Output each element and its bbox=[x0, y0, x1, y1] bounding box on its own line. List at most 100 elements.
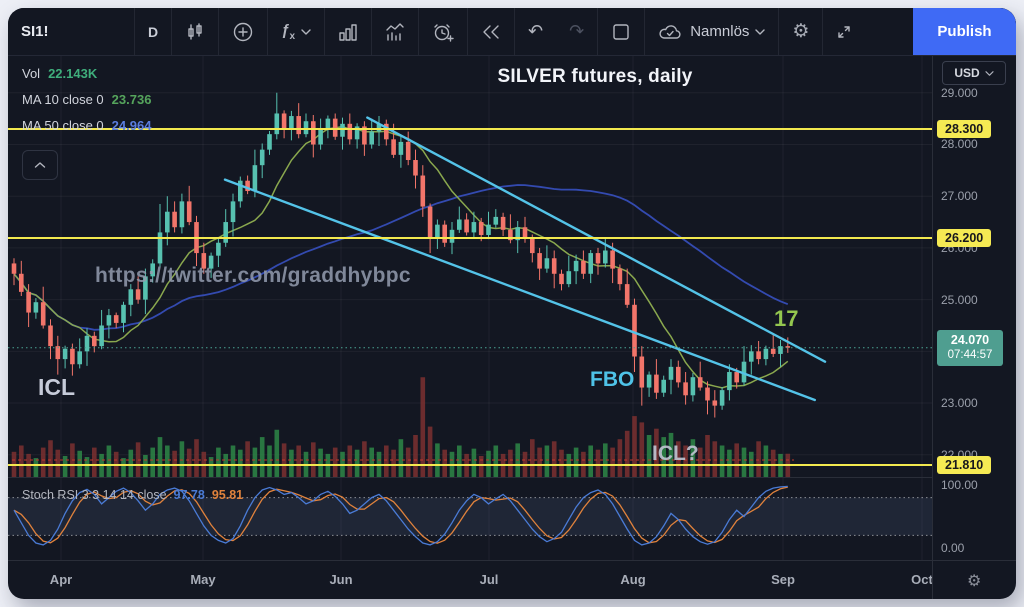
candle-body bbox=[442, 224, 447, 243]
volume-bar bbox=[734, 443, 739, 477]
month-label: Sep bbox=[771, 572, 795, 587]
undo-icon: ↶ bbox=[528, 21, 544, 41]
volume-bar bbox=[48, 440, 53, 477]
stoch-axis-label: 0.00 bbox=[941, 541, 965, 555]
chevron-down-icon bbox=[985, 70, 994, 76]
layout-button[interactable] bbox=[598, 8, 646, 55]
candle-body bbox=[588, 253, 593, 274]
ma10-legend-label: MA 10 close 0 bbox=[22, 92, 104, 107]
fullscreen-button[interactable] bbox=[823, 8, 865, 55]
candle-body bbox=[296, 116, 301, 135]
volume-bar bbox=[646, 435, 652, 477]
volume-bar bbox=[427, 426, 433, 477]
alarm-clock-plus-icon bbox=[434, 23, 454, 42]
volume-bar bbox=[289, 449, 294, 477]
price-axis-label: 25.000 bbox=[941, 292, 978, 307]
price-chart-canvas[interactable] bbox=[8, 54, 932, 560]
volume-legend[interactable]: Vol 22.143K bbox=[22, 66, 97, 81]
cloud-save-button[interactable]: Namnlös bbox=[645, 8, 780, 55]
chart-settings-button[interactable]: ⚙ bbox=[779, 8, 824, 55]
volume-bar bbox=[19, 445, 24, 477]
volume-bar bbox=[756, 441, 761, 477]
alert-button[interactable] bbox=[419, 8, 469, 55]
volume-bar bbox=[763, 445, 769, 477]
currency-dropdown[interactable]: USD bbox=[942, 61, 1006, 85]
candle-body bbox=[413, 160, 418, 176]
gear-icon: ⚙ bbox=[792, 21, 810, 42]
ma50-line[interactable] bbox=[13, 184, 789, 331]
month-label: Jul bbox=[479, 572, 499, 587]
candle-body bbox=[186, 201, 192, 223]
candle-body bbox=[179, 201, 185, 228]
indicators-button[interactable]: ƒx bbox=[268, 8, 326, 55]
trendline[interactable] bbox=[223, 178, 817, 402]
ma50-legend[interactable]: MA 50 close 0 24.964 bbox=[22, 118, 151, 133]
publish-button[interactable]: Publish bbox=[913, 8, 1016, 55]
chart-text-annotation[interactable]: FBO bbox=[590, 368, 635, 391]
candle-body bbox=[727, 372, 732, 391]
candle-body bbox=[84, 335, 90, 352]
chart-style-button[interactable] bbox=[172, 8, 220, 55]
trendline[interactable] bbox=[366, 116, 827, 363]
interval-button[interactable]: D bbox=[135, 8, 173, 55]
candle-body bbox=[19, 273, 24, 292]
volume-bar bbox=[741, 447, 747, 477]
candle-body bbox=[712, 400, 718, 406]
volume-bar bbox=[128, 449, 134, 477]
time-axis[interactable]: Apr May Jun Jul Aug Sep Oct bbox=[8, 560, 932, 599]
horizontal-level-line[interactable] bbox=[8, 236, 1016, 239]
price-axis[interactable]: USD 29.000 28.300 28.000 27.000 26.200 26.000… bbox=[932, 54, 1016, 560]
horizontal-level-line[interactable] bbox=[8, 463, 1016, 466]
candle-body bbox=[719, 390, 725, 406]
candle-body bbox=[449, 229, 455, 243]
candle-body bbox=[566, 271, 572, 285]
volume-bar bbox=[632, 416, 637, 477]
candle-body bbox=[311, 121, 316, 145]
horizontal-level-line[interactable] bbox=[8, 127, 1016, 130]
fullscreen-icon bbox=[838, 25, 851, 38]
redo-button[interactable]: ↷ bbox=[556, 8, 599, 55]
volume-bar bbox=[354, 449, 360, 477]
chart-templates-button[interactable] bbox=[372, 8, 420, 55]
chart-text-annotation[interactable]: ICL? bbox=[652, 442, 699, 465]
cloud-check-icon bbox=[659, 24, 681, 39]
indicator-templates-button[interactable] bbox=[325, 8, 373, 55]
candle-body bbox=[62, 348, 68, 360]
candle-body bbox=[617, 268, 623, 285]
bar-replay-button[interactable] bbox=[468, 8, 516, 55]
chart-text-annotation[interactable]: ICL bbox=[38, 374, 76, 400]
volume-bar bbox=[413, 435, 418, 477]
candle-body bbox=[741, 361, 747, 383]
volume-bar bbox=[398, 439, 404, 477]
undo-button[interactable]: ↶ bbox=[515, 8, 556, 55]
volume-bar bbox=[508, 449, 513, 477]
candle-body bbox=[267, 134, 272, 150]
volume-bar bbox=[208, 457, 214, 477]
legend-collapse-button[interactable] bbox=[22, 150, 58, 180]
stoch-d-value: 95.81 bbox=[211, 488, 244, 502]
candle-body bbox=[354, 126, 360, 140]
symbol-button[interactable]: SI1! bbox=[8, 8, 135, 55]
month-label: Apr bbox=[49, 572, 73, 587]
volume-bar bbox=[384, 445, 389, 477]
compare-button[interactable] bbox=[219, 8, 269, 55]
month-label: Aug bbox=[620, 572, 646, 587]
volume-bar bbox=[654, 428, 659, 477]
time-axis-settings-icon[interactable]: ⚙ bbox=[967, 572, 982, 590]
chart-text-annotation[interactable]: 17 bbox=[774, 306, 799, 331]
volume-bar bbox=[712, 441, 718, 477]
ma10-legend[interactable]: MA 10 close 0 23.736 bbox=[22, 92, 151, 107]
candle-body bbox=[668, 366, 674, 380]
redo-icon: ↷ bbox=[569, 21, 585, 41]
month-label: May bbox=[190, 572, 216, 587]
candle-body bbox=[603, 250, 608, 264]
candle-body bbox=[508, 229, 513, 241]
candle-body bbox=[172, 211, 177, 228]
volume-bar bbox=[697, 447, 703, 477]
candle-body bbox=[551, 258, 557, 274]
ma50-legend-label: MA 50 close 0 bbox=[22, 118, 104, 133]
axis-settings-cell: ⚙ bbox=[932, 560, 1016, 599]
stoch-rsi-legend[interactable]: Stoch RSI 3 3 14 14 close 97.78 95.81 bbox=[22, 488, 243, 502]
candle-body bbox=[77, 351, 82, 365]
volume-bar bbox=[690, 439, 696, 477]
